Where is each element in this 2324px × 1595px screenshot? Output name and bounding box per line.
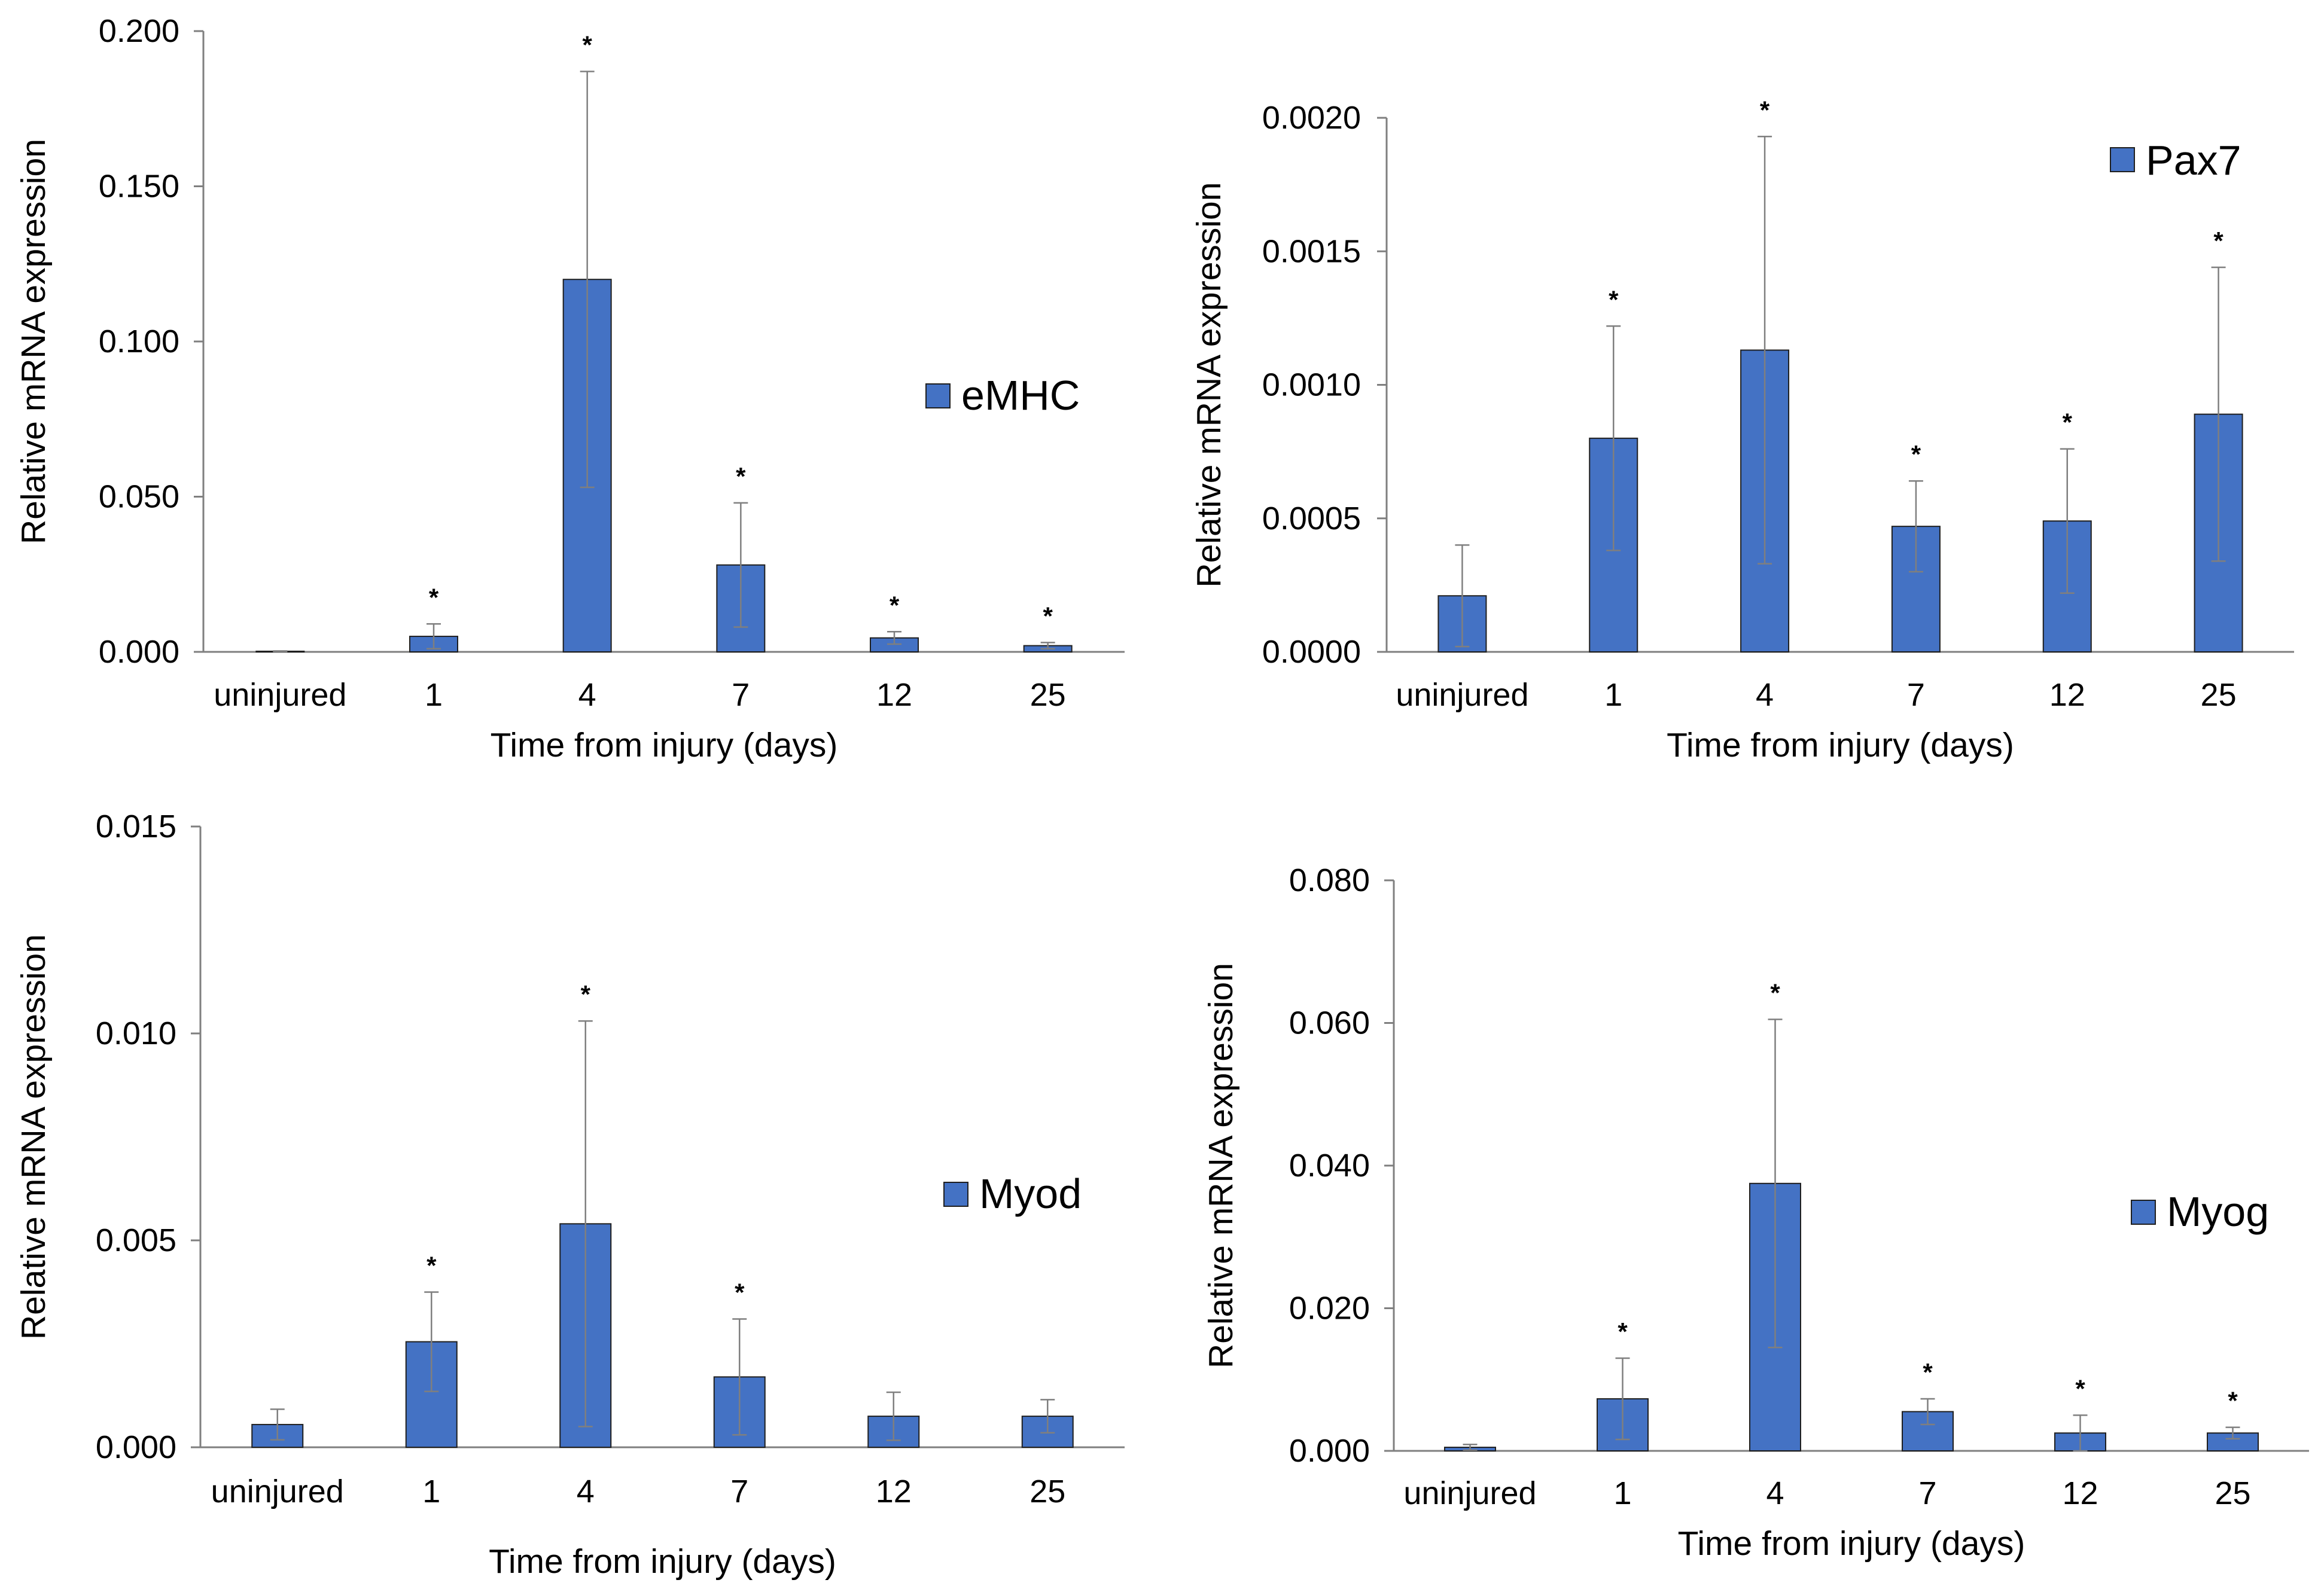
y-tick-label: 0.0020 bbox=[1262, 100, 1361, 136]
significance-star: * bbox=[890, 591, 900, 619]
x-axis-title: Time from injury (days) bbox=[491, 726, 838, 764]
x-tick-label: 25 bbox=[2215, 1475, 2250, 1511]
significance-star: * bbox=[582, 31, 592, 59]
significance-star: * bbox=[1923, 1358, 1933, 1386]
x-tick-label: 1 bbox=[1613, 1475, 1631, 1511]
significance-star: * bbox=[736, 462, 746, 490]
x-tick-label: 4 bbox=[578, 677, 596, 713]
significance-star: * bbox=[1609, 285, 1619, 313]
x-tick-label: uninjured bbox=[214, 677, 346, 713]
significance-star: * bbox=[735, 1278, 745, 1306]
x-tick-label: uninjured bbox=[1403, 1475, 1536, 1511]
significance-star: * bbox=[429, 583, 439, 611]
y-tick-label: 0.080 bbox=[1289, 862, 1370, 898]
y-axis-title: Relative mRNA expression bbox=[1202, 963, 1240, 1368]
chart-panel-2: 0.0000 0.0005 0.0010 0.0015 0.0020 uninjured *… bbox=[1190, 96, 2294, 764]
legend-swatch bbox=[943, 1182, 968, 1207]
x-tick-label: 7 bbox=[732, 677, 750, 713]
x-axis-title: Time from injury (days) bbox=[1667, 726, 2014, 764]
y-tick-label: 0.015 bbox=[96, 809, 176, 844]
x-tick-label: 25 bbox=[1030, 677, 1066, 713]
x-tick-label: 12 bbox=[2049, 677, 2085, 713]
x-axis-title: Time from injury (days) bbox=[1678, 1524, 2025, 1563]
x-tick-label: 4 bbox=[1766, 1475, 1784, 1511]
y-tick-label: 0.0010 bbox=[1262, 367, 1361, 403]
x-tick-label: 7 bbox=[1907, 677, 1925, 713]
y-axis-title: Relative mRNA expression bbox=[14, 934, 53, 1340]
x-tick-label: uninjured bbox=[1396, 677, 1528, 713]
x-tick-label: 12 bbox=[2062, 1475, 2098, 1511]
x-tick-label: 25 bbox=[1029, 1474, 1065, 1509]
y-axis-title: Relative mRNA expression bbox=[1190, 182, 1228, 588]
x-tick-label: 1 bbox=[425, 677, 443, 713]
y-tick-label: 0.040 bbox=[1289, 1148, 1370, 1184]
x-tick-label: 4 bbox=[1756, 677, 1774, 713]
significance-star: * bbox=[1618, 1318, 1628, 1346]
y-tick-label: 0.000 bbox=[1289, 1433, 1370, 1469]
x-tick-label: 1 bbox=[422, 1474, 440, 1509]
legend: eMHC bbox=[925, 372, 1080, 419]
legend: Myog bbox=[2131, 1188, 2269, 1235]
y-tick-label: 0.0000 bbox=[1262, 634, 1361, 670]
significance-star: * bbox=[2063, 408, 2073, 437]
y-tick-label: 0.010 bbox=[96, 1015, 176, 1051]
significance-star: * bbox=[1770, 979, 1780, 1007]
legend-label: Pax7 bbox=[2146, 137, 2241, 184]
x-tick-label: 25 bbox=[2201, 677, 2237, 713]
x-tick-label: 7 bbox=[730, 1474, 748, 1509]
legend-label: Myod bbox=[979, 1170, 1082, 1217]
x-tick-label: 4 bbox=[577, 1474, 595, 1509]
legend-label: eMHC bbox=[961, 372, 1080, 419]
x-tick-label: 12 bbox=[876, 677, 912, 713]
significance-star: * bbox=[1043, 602, 1053, 630]
significance-star: * bbox=[2228, 1387, 2238, 1415]
x-tick-label: 7 bbox=[1918, 1475, 1936, 1511]
chart-panel-3: 0.000 0.005 0.010 0.015 uninjured * 1 * 4 * 7 12 25 T… bbox=[14, 809, 1125, 1581]
y-tick-label: 0.000 bbox=[96, 1429, 176, 1465]
significance-star: * bbox=[581, 980, 591, 1008]
y-tick-label: 0.050 bbox=[99, 479, 179, 515]
x-tick-label: uninjured bbox=[211, 1474, 344, 1509]
y-tick-label: 0.005 bbox=[96, 1222, 176, 1258]
legend-swatch bbox=[2110, 147, 2135, 172]
significance-star: * bbox=[2213, 227, 2224, 255]
y-tick-label: 0.100 bbox=[99, 324, 179, 359]
legend-swatch bbox=[925, 383, 951, 408]
significance-star: * bbox=[427, 1252, 437, 1280]
significance-star: * bbox=[1911, 440, 1921, 468]
x-tick-label: 12 bbox=[876, 1474, 912, 1509]
legend: Myod bbox=[943, 1170, 1082, 1217]
significance-star: * bbox=[2075, 1374, 2085, 1402]
legend: Pax7 bbox=[2110, 137, 2241, 184]
y-axis-title: Relative mRNA expression bbox=[14, 139, 53, 544]
legend-label: Myog bbox=[2167, 1188, 2269, 1235]
y-tick-label: 0.0015 bbox=[1262, 233, 1361, 269]
chart-panel-4: 0.000 0.020 0.040 0.060 0.080 uninjured * 1 * 4 * 7… bbox=[1202, 862, 2309, 1563]
y-tick-label: 0.150 bbox=[99, 169, 179, 205]
x-axis-title: Time from injury (days) bbox=[489, 1542, 836, 1581]
y-tick-label: 0.000 bbox=[99, 634, 179, 670]
y-tick-label: 0.060 bbox=[1289, 1005, 1370, 1041]
x-tick-label: 1 bbox=[1604, 677, 1622, 713]
significance-star: * bbox=[1760, 96, 1770, 124]
y-tick-label: 0.020 bbox=[1289, 1291, 1370, 1326]
chart-panel-1: 0.000 0.050 0.100 0.150 0.200 uninjured * 1 * 4 * 7… bbox=[14, 13, 1125, 764]
y-tick-label: 0.200 bbox=[99, 13, 179, 49]
legend-swatch bbox=[2131, 1200, 2156, 1225]
y-tick-label: 0.0005 bbox=[1262, 501, 1361, 536]
